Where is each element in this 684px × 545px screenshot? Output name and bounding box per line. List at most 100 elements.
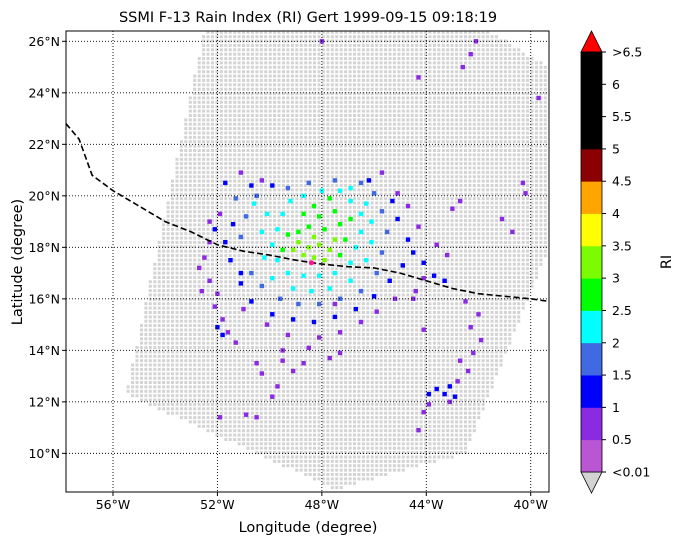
swath-pixel xyxy=(517,232,521,236)
swath-pixel xyxy=(277,319,281,323)
swath-pixel xyxy=(268,433,272,437)
swath-pixel xyxy=(246,262,250,266)
swath-pixel xyxy=(392,227,396,231)
swath-pixel xyxy=(437,455,441,459)
swath-pixel xyxy=(490,210,494,214)
swath-pixel xyxy=(157,267,161,271)
swath-pixel xyxy=(446,245,450,249)
swath-pixel xyxy=(250,245,254,249)
swath-pixel xyxy=(495,289,498,293)
swath-pixel xyxy=(406,402,410,406)
swath-pixel xyxy=(344,477,348,481)
swath-pixel xyxy=(415,372,419,376)
swath-pixel xyxy=(290,223,294,227)
swath-pixel xyxy=(290,227,294,231)
swath-pixel xyxy=(379,311,383,314)
swath-pixel xyxy=(202,359,206,363)
swath-pixel xyxy=(512,227,516,231)
swath-pixel xyxy=(184,280,188,284)
swath-pixel xyxy=(299,424,303,428)
swath-pixel xyxy=(366,363,370,367)
swath-pixel xyxy=(477,328,481,332)
swath-pixel xyxy=(481,398,485,402)
swath-pixel xyxy=(481,311,485,314)
swath-pixel xyxy=(295,205,299,209)
swath-pixel xyxy=(166,219,170,223)
swath-pixel xyxy=(255,350,259,354)
swath-pixel xyxy=(184,232,188,236)
swath-pixel xyxy=(193,306,197,310)
swath-pixel xyxy=(486,311,490,314)
swath-pixel xyxy=(344,350,348,354)
swath-pixel xyxy=(468,341,472,345)
swath-pixel xyxy=(455,372,459,376)
swath-pixel xyxy=(166,258,170,262)
swath-pixel xyxy=(375,227,379,231)
swath-pixel xyxy=(273,359,277,363)
swath-pixel xyxy=(282,442,285,446)
swath-pixel xyxy=(339,302,343,306)
swath-pixel xyxy=(410,446,414,450)
swath-pixel xyxy=(286,459,290,463)
swath-pixel xyxy=(508,271,512,275)
swath-pixel xyxy=(202,236,206,240)
swath-pixel xyxy=(193,363,197,367)
swath-pixel xyxy=(384,350,388,354)
swath-pixel xyxy=(295,455,299,459)
swath-pixel xyxy=(290,197,294,201)
swath-pixel xyxy=(508,232,512,236)
swath-pixel xyxy=(459,389,463,393)
swath-pixel xyxy=(344,262,348,266)
swath-pixel xyxy=(233,227,237,231)
swath-pixel xyxy=(211,394,214,398)
swath-pixel xyxy=(361,306,365,310)
swath-pixel xyxy=(344,363,348,367)
swath-pixel xyxy=(299,438,303,441)
swath-pixel xyxy=(495,346,498,349)
swath-pixel xyxy=(455,451,459,455)
swath-pixel xyxy=(455,289,459,293)
swath-pixel xyxy=(304,236,308,240)
swath-pixel xyxy=(459,372,463,376)
swath-pixel xyxy=(224,249,228,253)
swath-pixel xyxy=(330,293,334,297)
swath-pixel xyxy=(166,289,170,293)
swath-pixel xyxy=(424,311,427,314)
swath-pixel xyxy=(228,332,232,336)
swath-pixel xyxy=(477,381,481,384)
swath-pixel xyxy=(286,319,290,323)
swath-pixel xyxy=(237,359,241,363)
swath-pixel xyxy=(299,337,303,341)
swath-pixel xyxy=(366,245,370,249)
swath-pixel xyxy=(406,455,410,459)
swath-pixel xyxy=(446,407,450,411)
swath-pixel xyxy=(432,205,436,209)
swath-pixel xyxy=(508,201,512,205)
swath-pixel xyxy=(188,236,192,240)
swath-pixel xyxy=(277,223,281,227)
swath-pixel xyxy=(397,315,401,319)
swath-pixel xyxy=(472,315,476,319)
swath-pixel xyxy=(503,306,507,310)
swath-pixel xyxy=(140,398,143,402)
swath-pixel xyxy=(286,464,290,468)
swath-pixel xyxy=(211,262,214,266)
swath-pixel xyxy=(406,359,410,363)
swath-pixel xyxy=(215,411,219,415)
swath-pixel xyxy=(197,354,201,358)
swath-pixel xyxy=(521,245,525,249)
swath-pixel xyxy=(224,192,228,196)
swath-pixel xyxy=(512,214,516,218)
swath-pixel xyxy=(179,411,183,415)
swath-pixel xyxy=(277,293,281,297)
swath-pixel xyxy=(397,271,401,275)
swath-pixel xyxy=(268,455,272,459)
swath-pixel xyxy=(166,315,170,319)
swath-pixel xyxy=(459,346,463,349)
swath-pixel xyxy=(268,381,272,384)
swath-pixel xyxy=(339,341,343,345)
swath-pixel xyxy=(477,232,481,236)
swath-pixel xyxy=(459,236,463,240)
swath-pixel xyxy=(326,293,330,297)
swath-pixel xyxy=(211,227,214,231)
